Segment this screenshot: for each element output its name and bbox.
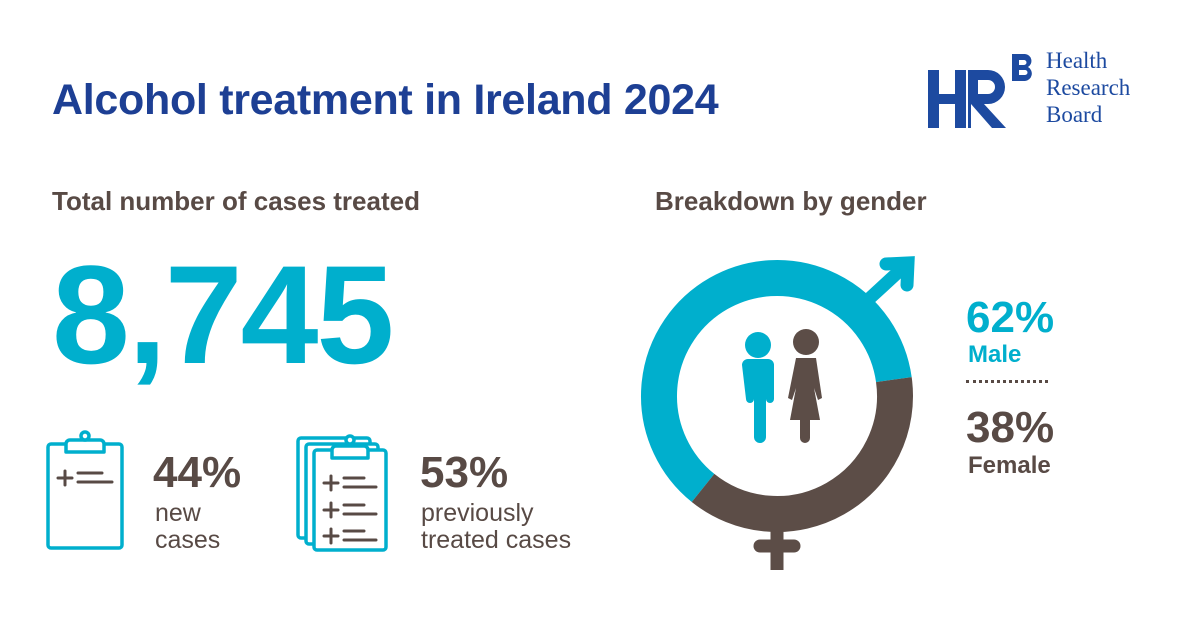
logo-line-1: Health — [1046, 48, 1108, 73]
clipboard-icon — [46, 430, 124, 550]
hrb-mark-icon — [928, 54, 1032, 128]
female-figure-icon — [788, 329, 822, 443]
ring-segment-female — [691, 377, 913, 532]
hrb-logo — [928, 54, 1032, 128]
female-label: Female — [968, 452, 1051, 479]
gender-ring-chart — [641, 256, 915, 570]
female-symbol-cross-icon — [753, 523, 801, 570]
logo-line-2: Research — [1046, 75, 1131, 100]
new-cases-label-1: new — [155, 499, 201, 527]
male-percent: 62% — [966, 293, 1055, 342]
logo-line-3: Board — [1046, 102, 1103, 127]
clipboard-stack-icon — [296, 434, 388, 552]
divider — [966, 380, 1048, 383]
male-symbol-arrow-icon — [863, 256, 915, 305]
male-figure-icon — [742, 332, 774, 443]
total-cases-value: 8,745 — [52, 236, 394, 393]
new-cases-percent: 44% — [153, 448, 242, 497]
female-percent: 38% — [966, 403, 1055, 452]
total-heading: Total number of cases treated — [52, 186, 420, 216]
page-title: Alcohol treatment in Ireland 2024 — [52, 76, 719, 124]
ring-segment-male — [641, 260, 912, 502]
previously-treated-percent: 53% — [420, 448, 509, 497]
gender-heading: Breakdown by gender — [655, 186, 927, 216]
previously-treated-label-2: treated cases — [421, 526, 572, 554]
new-cases-label-2: cases — [155, 526, 221, 554]
male-label: Male — [968, 341, 1022, 368]
previously-treated-label-1: previously — [421, 499, 534, 527]
